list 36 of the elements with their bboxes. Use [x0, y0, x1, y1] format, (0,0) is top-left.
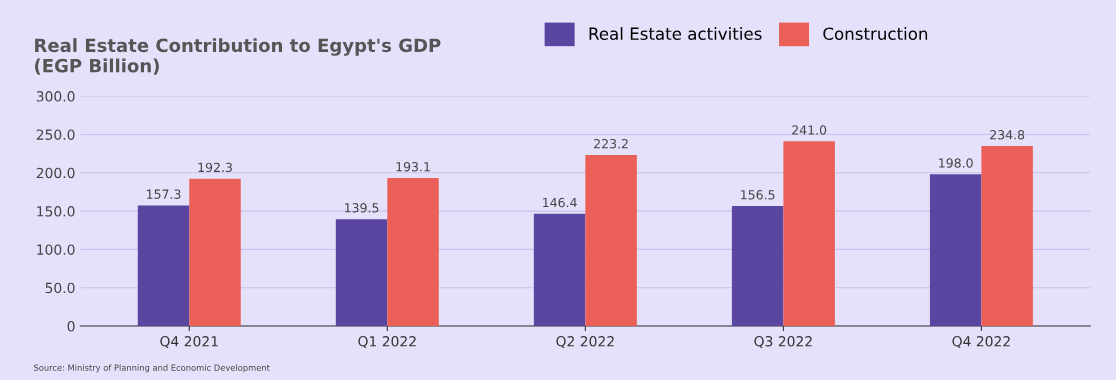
data-label: 193.1: [396, 162, 430, 172]
source-note: Source: Ministry of Planning and Economic Development: [34, 364, 270, 373]
data-label: 241.0: [792, 125, 827, 135]
bar: [731, 206, 784, 327]
y-tick-label: 50.0: [45, 282, 75, 294]
x-tick-label: Q4 2022: [952, 336, 1010, 349]
x-tick-label: Q3 2022: [754, 336, 812, 349]
x-tick-label: Q2 2022: [556, 336, 614, 349]
chart-title: Real Estate Contribution to Egypt's GDP (EGP Billion): [35, 38, 441, 75]
legend-label: Construction: [823, 27, 928, 40]
data-label: 198.0: [939, 158, 973, 168]
y-tick-label: 150.0: [37, 206, 75, 217]
bar: [929, 174, 982, 327]
data-label: 234.8: [990, 130, 1025, 140]
y-tick-label: 250.0: [36, 129, 75, 140]
bar: [585, 154, 637, 327]
data-label: 139.5: [345, 203, 379, 213]
bar: [981, 146, 1033, 327]
y-tick-label: 0: [67, 321, 75, 332]
y-tick-label: 300.0: [36, 91, 75, 102]
data-label: 146.4: [543, 197, 577, 208]
bar: [387, 178, 439, 327]
legend-label: Real Estate activities: [589, 27, 762, 40]
x-tick-label: Q1 2022: [358, 336, 416, 349]
bar: [533, 213, 586, 327]
x-tick-label: Q4 2021: [160, 336, 218, 349]
bar: [189, 178, 241, 327]
data-label: 192.3: [198, 162, 232, 173]
y-tick-label: 200.0: [36, 167, 75, 179]
data-label: 156.5: [741, 190, 775, 200]
data-label: 223.2: [594, 138, 628, 149]
bar: [137, 205, 190, 327]
bar: [335, 219, 388, 327]
bar: [783, 141, 835, 327]
data-label: 157.3: [147, 189, 181, 199]
y-tick-label: 100.0: [37, 244, 75, 255]
